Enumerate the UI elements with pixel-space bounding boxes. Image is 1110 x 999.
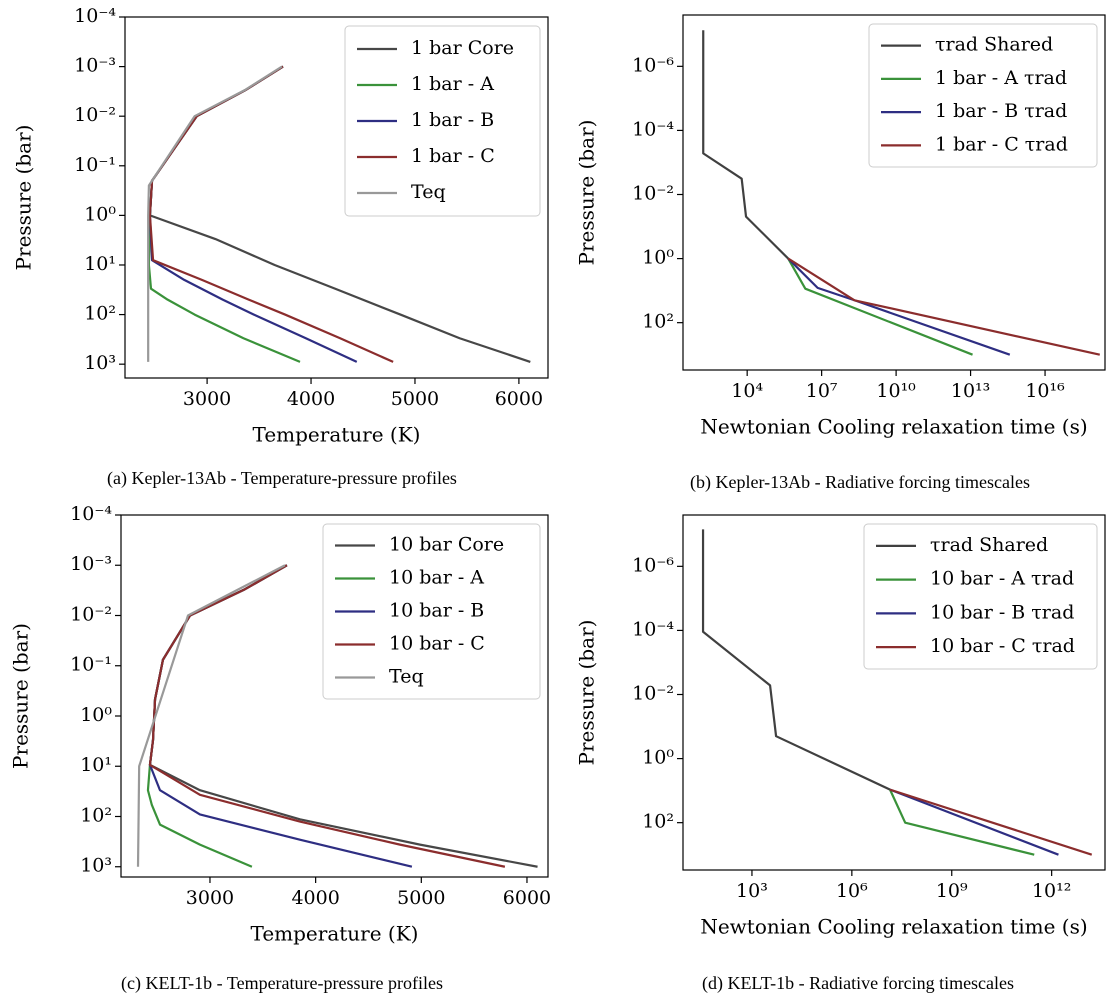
x-tick-label: 10³ [736,880,768,902]
legend-label: Teq [389,666,424,688]
series-line [889,789,1035,856]
legend-label: Teq [411,181,446,203]
y-tick-label: 10⁻² [70,603,112,625]
series-line [787,257,1011,356]
x-axis-label: Newtonian Cooling relaxation time (s) [700,915,1087,939]
y-tick-label: 10⁻⁴ [74,5,116,27]
x-tick-label: 3000 [183,388,231,410]
x-axis-label: Temperature (K) [253,423,421,447]
y-tick-label: 10⁻⁶ [632,54,674,76]
y-tick-label: 10² [642,811,674,833]
legend-label: 10 bar - B [389,600,484,622]
legend-label: 10 bar - A [389,567,484,589]
y-tick-label: 10⁰ [80,704,112,726]
y-axis-label: Pressure (bar) [575,120,599,266]
legend-label: 10 bar Core [389,534,504,556]
caption: (a) Kepler-13Ab - Temperature-pressure p… [107,468,457,489]
legend-label: 1 bar - A τrad [935,67,1067,89]
x-tick-label: 5000 [391,388,439,410]
y-tick-label: 10¹ [80,754,112,776]
axes-frame [124,16,549,379]
legend-label: 1 bar - A [411,73,494,95]
x-tick-label: 10¹⁶ [1025,380,1065,402]
x-axis-label: Newtonian Cooling relaxation time (s) [700,415,1087,439]
legend-box [863,523,1098,670]
y-tick-label: 10⁻³ [70,553,112,575]
axes-frame [120,514,549,878]
caption: (c) KELT-1b - Temperature-pressure profi… [121,973,443,994]
y-tick-label: 10⁻⁴ [632,118,674,140]
series-line [701,529,891,791]
legend-label: 10 bar - C τrad [930,635,1075,657]
x-tick-label: 3000 [186,887,234,909]
series-line [148,65,358,363]
series-line [702,30,789,260]
series-line [147,65,283,362]
legend-box [322,523,541,700]
x-tick-label: 10⁹ [936,880,968,902]
x-tick-label: 10⁴ [731,380,763,402]
y-tick-label: 10⁻² [74,104,116,126]
x-axis-label: Temperature (K) [251,922,419,946]
y-tick-label: 10² [80,804,112,826]
y-tick-label: 10⁰ [642,247,674,269]
legend-label: 1 bar Core [411,37,514,59]
y-tick-label: 10¹ [84,253,116,275]
legend-label: 1 bar - B τrad [935,100,1067,122]
x-tick-label: 4000 [291,887,339,909]
x-tick-label: 10⁷ [806,380,838,402]
x-tick-label: 10¹² [1032,880,1071,902]
x-tick-label: 5000 [397,887,445,909]
y-tick-label: 10⁰ [642,747,674,769]
y-tick-label: 10⁰ [84,203,116,225]
x-tick-label: 10¹⁰ [876,380,916,402]
y-tick-label: 10² [642,311,674,333]
y-tick-label: 10⁻⁴ [70,503,112,525]
series-line [889,788,1059,856]
x-tick-label: 10¹³ [951,380,990,402]
y-tick-label: 10⁻² [632,183,674,205]
legend-label: τrad Shared [935,34,1053,56]
y-tick-label: 10⁻⁴ [632,618,674,640]
y-tick-label: 10⁻³ [74,55,116,77]
series-line [787,257,1101,356]
y-tick-label: 10² [84,303,116,325]
y-tick-label: 10³ [80,855,112,877]
series-line [148,564,506,868]
legend-box [344,25,541,217]
y-tick-label: 10⁻¹ [70,654,112,676]
legend-label: 10 bar - A τrad [930,568,1074,590]
x-tick-label: 10⁶ [836,880,868,902]
x-tick-label: 6000 [495,388,543,410]
x-tick-label: 6000 [503,887,551,909]
x-tick-label: 4000 [287,388,335,410]
axes-frame [682,14,1106,371]
axes-frame [682,514,1106,871]
legend-label: 1 bar - C [411,145,495,167]
y-tick-label: 10⁻² [632,683,674,705]
y-axis-label: Pressure (bar) [9,623,33,769]
legend-label: τrad Shared [930,534,1048,556]
series-line [146,564,288,868]
y-tick-label: 10⁻¹ [74,154,116,176]
series-line [787,258,973,356]
series-line [889,788,1093,856]
legend-box [868,23,1098,168]
series-line [147,65,301,363]
legend-label: 1 bar - B [411,109,494,131]
caption: (b) Kepler-13Ab - Radiative forcing time… [690,472,1030,493]
y-tick-label: 10³ [84,352,116,374]
y-tick-label: 10⁻⁶ [632,554,674,576]
legend-label: 10 bar - C [389,633,485,655]
caption: (d) KELT-1b - Radiative forcing timescal… [702,973,1014,994]
y-axis-label: Pressure (bar) [575,620,599,766]
legend-label: 10 bar - B τrad [930,601,1074,623]
legend-label: 1 bar - C τrad [935,133,1068,155]
y-axis-label: Pressure (bar) [12,125,36,271]
series-line [136,564,286,867]
